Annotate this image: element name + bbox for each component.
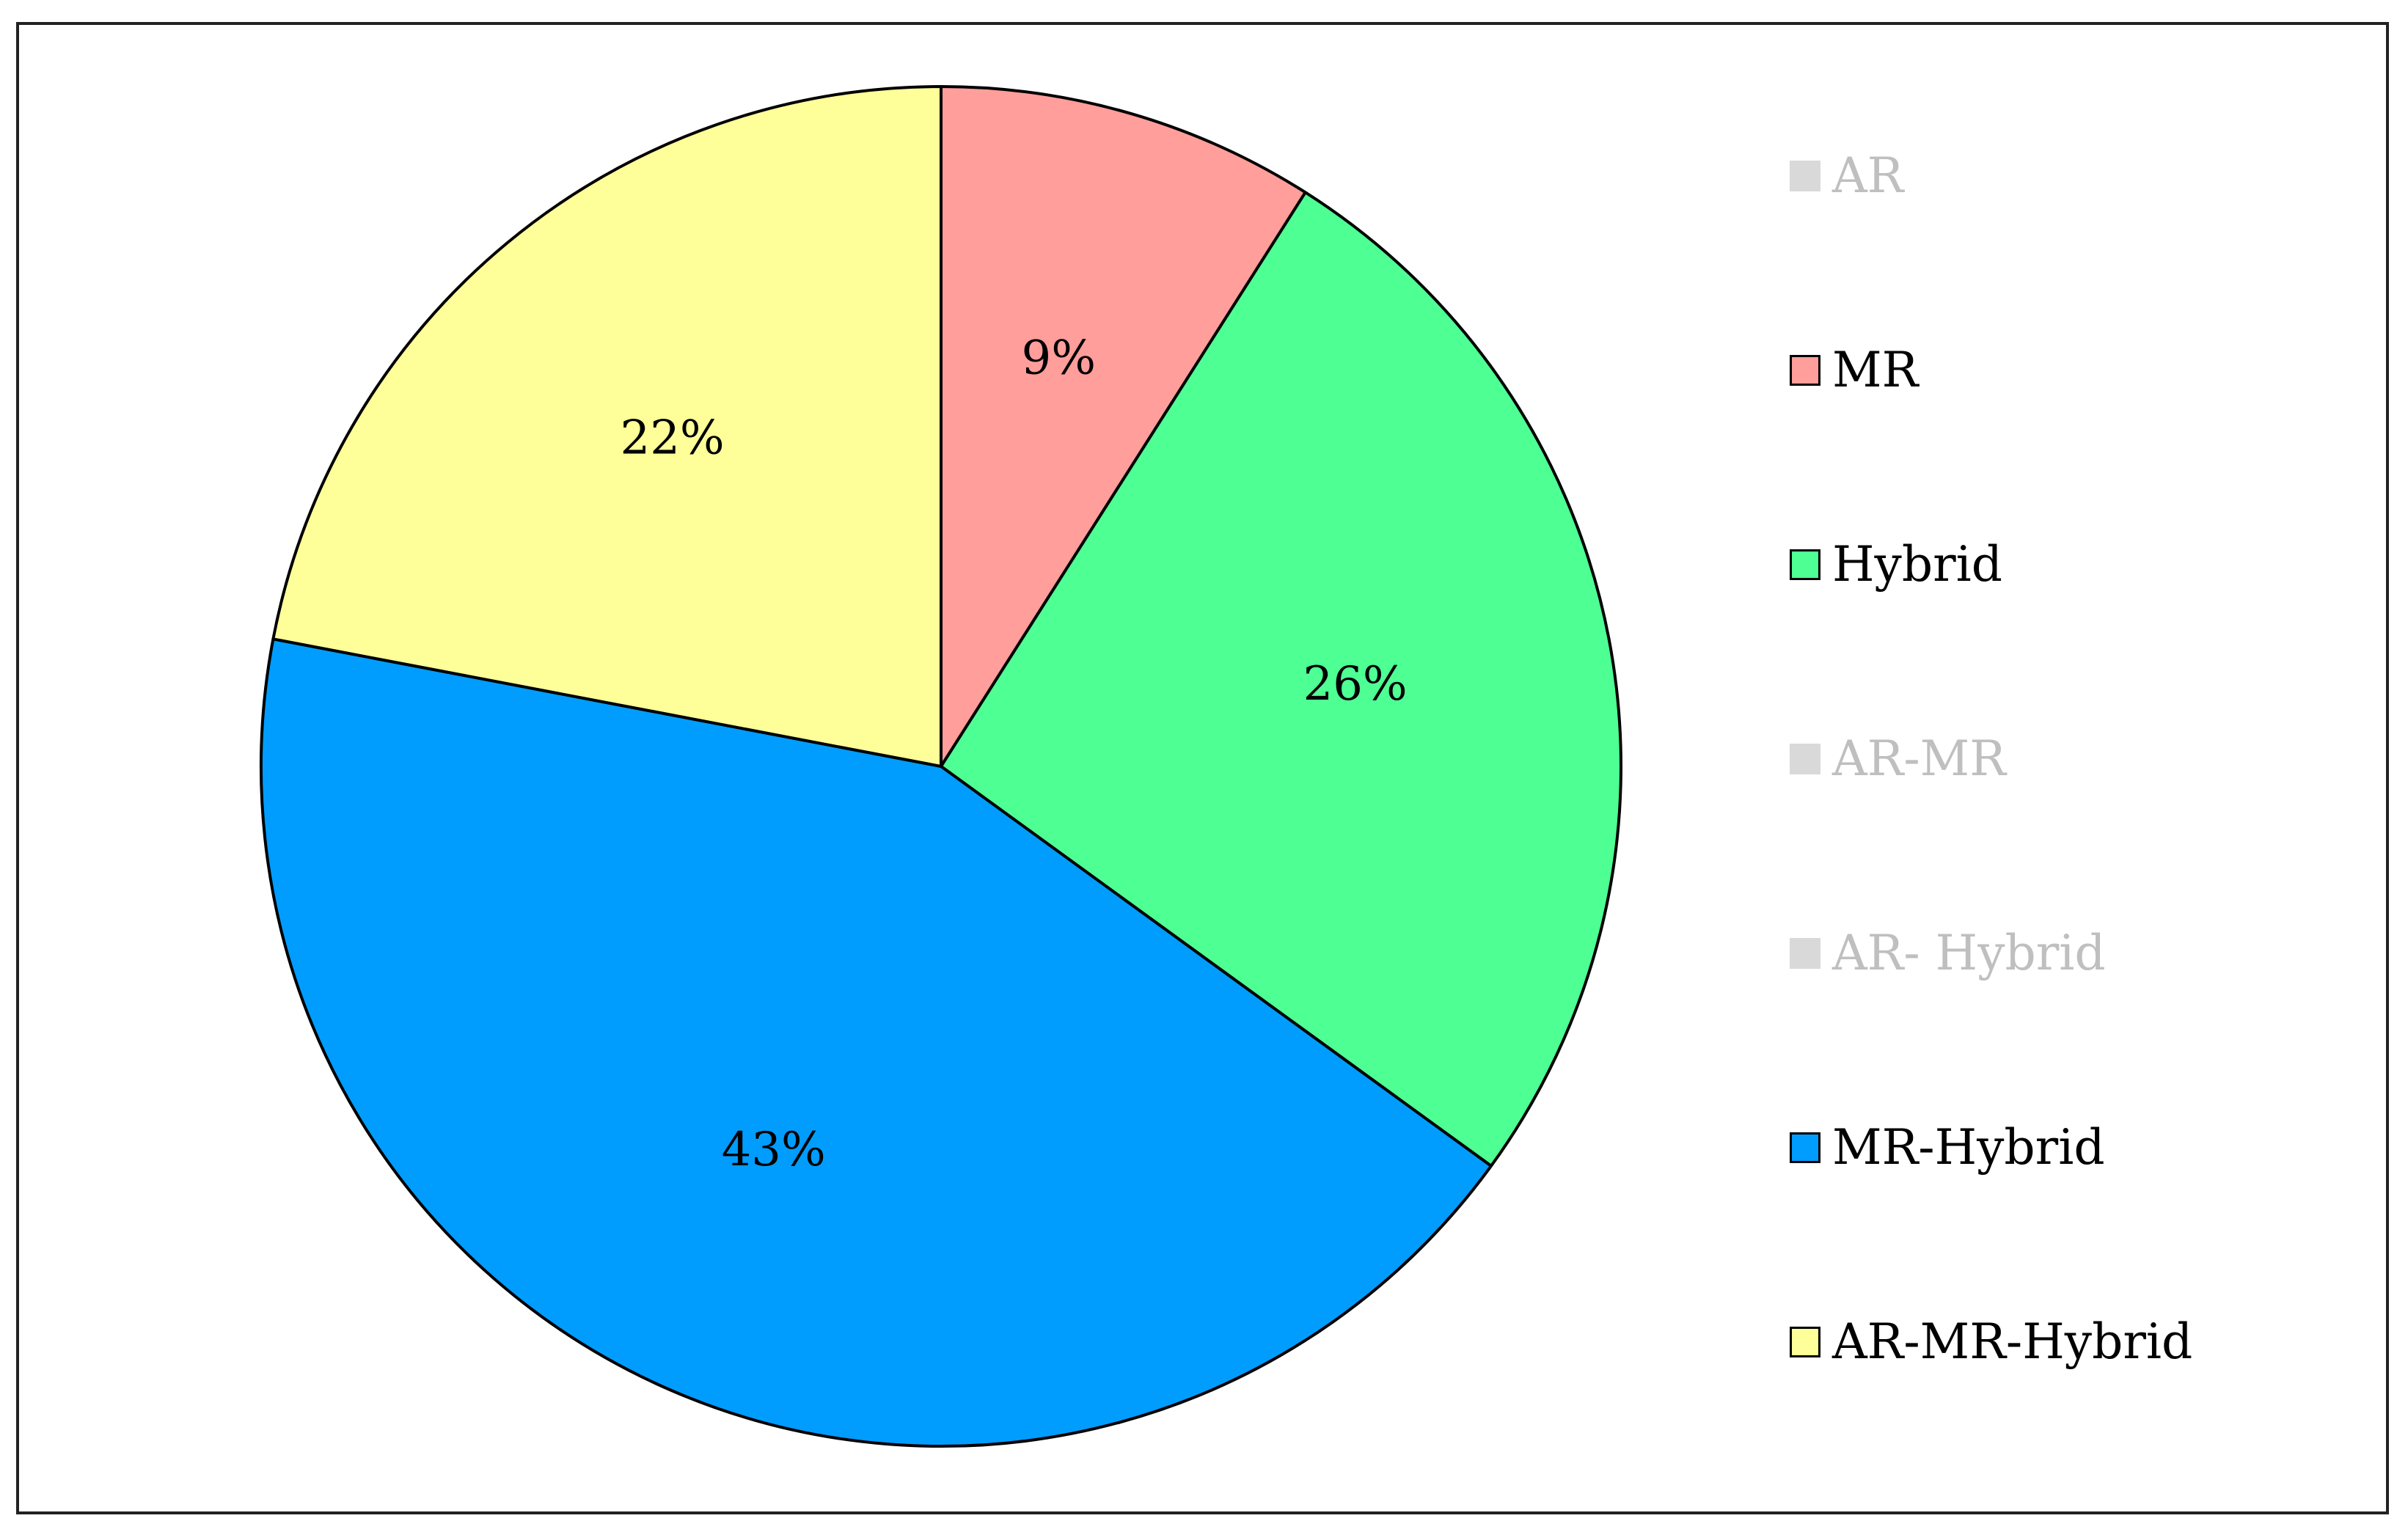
- legend-swatch: [1790, 1132, 1820, 1163]
- data-label-ar-mr-hybrid: 22%: [620, 411, 724, 466]
- pie-slice-hybrid[interactable]: [940, 191, 1622, 1168]
- legend-swatch: [1790, 938, 1820, 969]
- legend-swatch: [1790, 161, 1820, 191]
- pie-slices: [260, 85, 1622, 1448]
- legend-label: Hybrid: [1832, 536, 2002, 593]
- legend-swatch: [1790, 355, 1820, 386]
- data-label-mr-hybrid: 43%: [722, 1123, 826, 1177]
- legend-swatch: [1790, 744, 1820, 774]
- legend-item-hybrid[interactable]: Hybrid: [1790, 535, 2002, 594]
- legend-label: AR: [1832, 147, 1904, 204]
- data-label-hybrid: 26%: [1303, 657, 1407, 711]
- pie-slice-mr[interactable]: [940, 85, 1307, 768]
- pie-data-labels: 9% 26% 43% 22%: [620, 331, 1407, 1177]
- legend-swatch: [1790, 1327, 1820, 1357]
- legend-item-ar-mr-hybrid[interactable]: AR-MR-Hybrid: [1790, 1313, 2192, 1371]
- legend-item-mr-hybrid[interactable]: MR-Hybrid: [1790, 1118, 2105, 1177]
- legend-item-ar-hybrid[interactable]: AR- Hybrid: [1790, 924, 2106, 983]
- legend-label: MR-Hybrid: [1832, 1119, 2105, 1176]
- legend-swatch: [1790, 549, 1820, 580]
- pie-slice-mr-hybrid[interactable]: [260, 637, 1493, 1448]
- legend-item-mr[interactable]: MR: [1790, 341, 1918, 400]
- legend-label: AR-MR: [1832, 730, 2006, 787]
- pie-slice-ar-mr-hybrid[interactable]: [271, 85, 943, 768]
- legend-item-ar-mr[interactable]: AR-MR: [1790, 730, 2006, 788]
- legend-label: AR-MR-Hybrid: [1832, 1313, 2193, 1370]
- legend-label: AR- Hybrid: [1832, 925, 2106, 981]
- legend-item-ar[interactable]: AR: [1790, 147, 1903, 205]
- legend-label: MR: [1832, 342, 1919, 398]
- data-label-mr: 9%: [1022, 331, 1097, 386]
